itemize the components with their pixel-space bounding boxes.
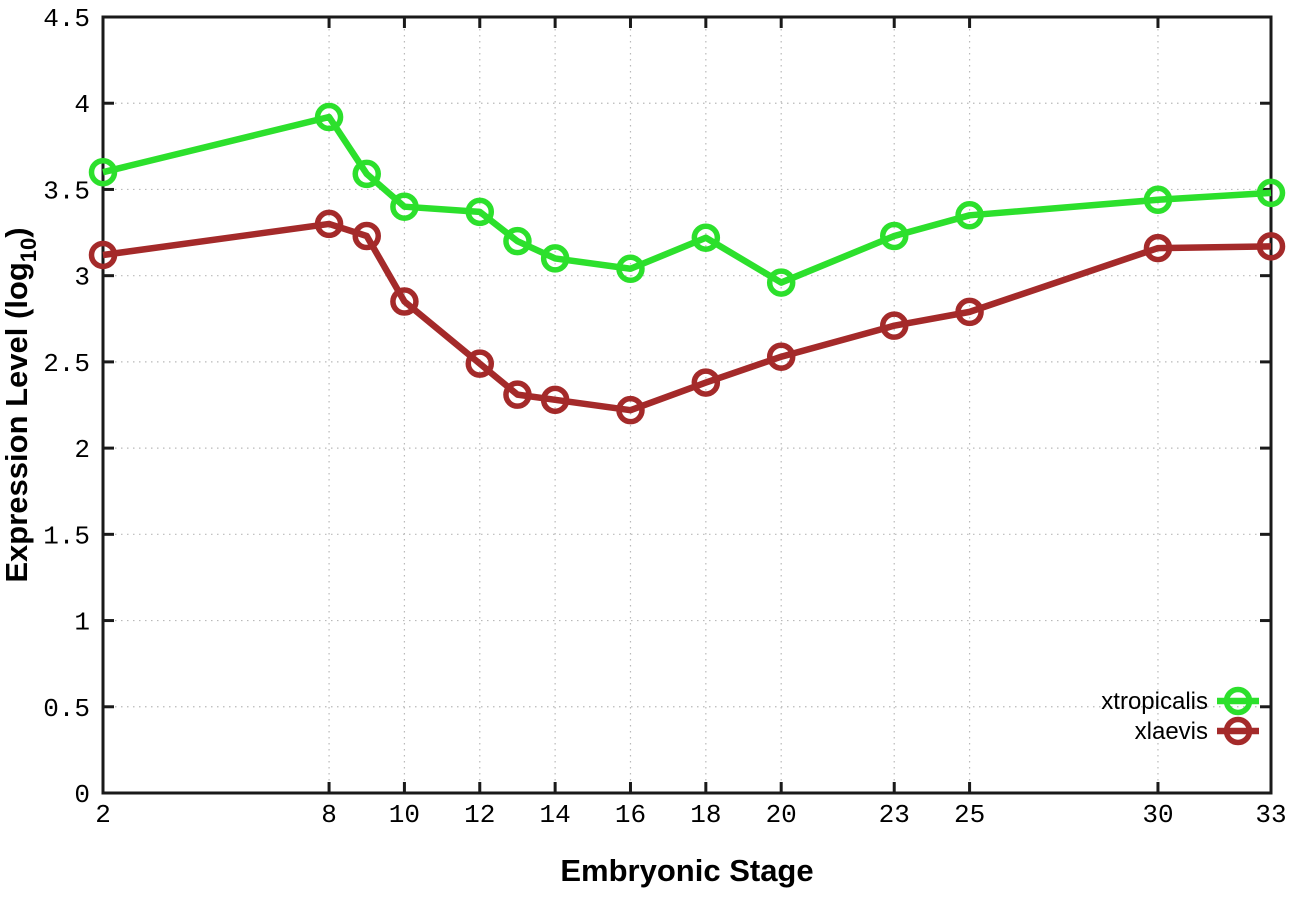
data-point-xlaevis [540, 385, 570, 415]
y-axis-title-subscript: 10 [16, 238, 41, 262]
x-tick-label: 23 [879, 800, 910, 830]
y-tick-label: 2 [74, 435, 90, 465]
data-point-xlaevis [465, 349, 495, 378]
data-point-xtropicalis [88, 157, 118, 187]
y-tick-label: 0 [74, 780, 90, 810]
plot-area: 2 8 10 12 14 16 18 20 23 25 30 33 0 0.5 1 1.5 2 2.5 3 3.5 4 4… [43, 4, 1286, 830]
y-tick-label: 1 [74, 608, 90, 638]
data-point-xlaevis [314, 209, 344, 239]
x-tick-label: 12 [464, 800, 495, 830]
y-axis-title-close: ) [0, 227, 34, 237]
data-point-xtropicalis [465, 197, 495, 227]
y-tick-label: 0.5 [43, 694, 90, 724]
data-point-xtropicalis [1256, 178, 1286, 208]
data-point-xtropicalis [1143, 185, 1173, 215]
data-point-xlaevis [766, 342, 796, 371]
legend-label-xtropicalis: xtropicalis [1101, 688, 1208, 715]
data-point-xtropicalis [352, 159, 381, 189]
data-point-xtropicalis [955, 201, 984, 230]
legend-label-xlaevis: xlaevis [1135, 718, 1208, 745]
data-point-xtropicalis [766, 268, 796, 297]
data-point-xtropicalis [314, 102, 344, 132]
data-point-xtropicalis [503, 226, 532, 256]
x-tick-label: 18 [690, 800, 721, 830]
x-tick-label: 30 [1142, 800, 1173, 830]
plot-border [101, 15, 1273, 795]
series-line-xtropicalis [102, 113, 1272, 286]
x-tick-label: 14 [540, 800, 571, 830]
legend-marker-icon-xtropicalis [1223, 686, 1253, 716]
data-point-xtropicalis [691, 223, 721, 252]
data-point-xtropicalis [390, 192, 419, 221]
y-tick-label: 1.5 [43, 521, 90, 551]
x-tick-label: 8 [321, 800, 337, 830]
data-point-xtropicalis [540, 244, 570, 273]
y-tick-label: 4.5 [43, 4, 90, 34]
data-point-xlaevis [1256, 232, 1286, 261]
x-tick-label: 10 [389, 800, 420, 830]
x-axis-title: Embryonic Stage [560, 853, 813, 888]
x-tick-label: 25 [954, 800, 985, 830]
data-point-xtropicalis [616, 254, 645, 284]
series-line-xlaevis [102, 220, 1272, 414]
data-point-xlaevis [955, 297, 984, 327]
y-axis-title-main: Expression Level (log [0, 262, 34, 582]
data-point-xlaevis [616, 395, 645, 425]
x-tick-label: 16 [615, 800, 646, 830]
data-point-xlaevis [390, 287, 419, 316]
data-point-xlaevis [352, 221, 381, 251]
y-axis-title: Expression Level (log10) [0, 227, 41, 582]
data-point-xlaevis [691, 368, 721, 397]
y-tick-label: 2.5 [43, 349, 90, 379]
y-tick-label: 3 [74, 263, 90, 293]
data-point-xlaevis [503, 380, 532, 409]
x-tick-label: 2 [95, 800, 111, 830]
y-tick-label: 3.5 [43, 176, 90, 206]
data-point-xlaevis [88, 240, 118, 270]
data-point-xtropicalis [879, 221, 909, 251]
x-tick-label: 20 [766, 800, 797, 830]
data-point-xlaevis [879, 311, 909, 340]
y-tick-label: 4 [74, 90, 90, 120]
legend-marker-icon-xlaevis [1223, 716, 1253, 746]
data-point-xlaevis [1143, 233, 1173, 263]
x-tick-label: 33 [1255, 800, 1286, 830]
